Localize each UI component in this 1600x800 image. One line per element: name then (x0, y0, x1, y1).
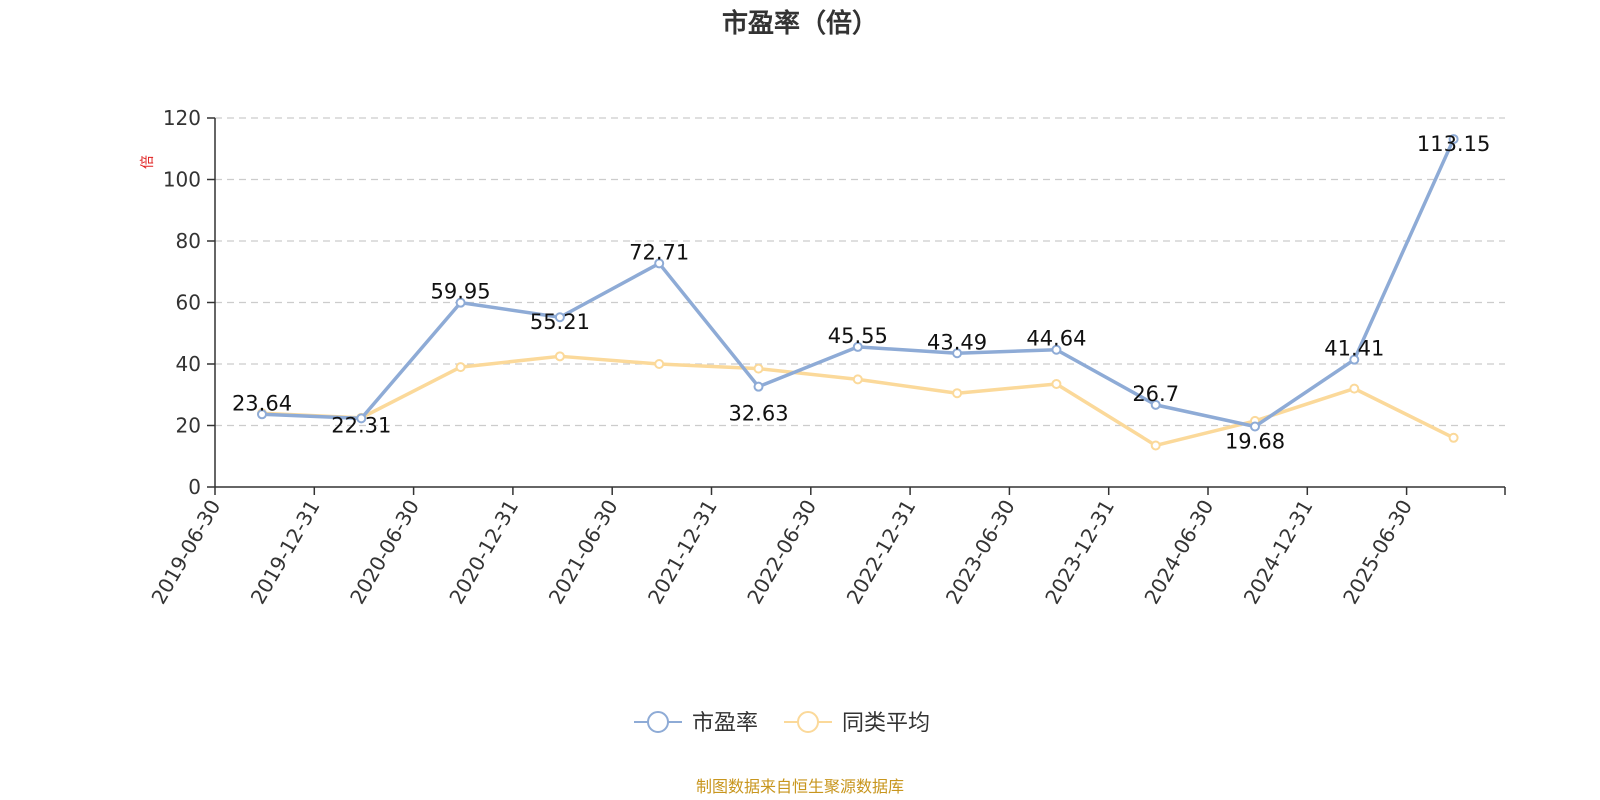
data-label-3: 55.21 (530, 310, 590, 334)
series-1-point-9[interactable] (1150, 440, 1161, 451)
series-1-point-2[interactable] (455, 362, 466, 373)
series-0-point-0[interactable] (257, 409, 267, 420)
series-1-point-8[interactable] (1051, 378, 1062, 389)
y-axis-label: 倍 (140, 155, 156, 169)
series-1-point-3[interactable] (554, 351, 565, 362)
series-1-point-7[interactable] (952, 388, 963, 399)
data-source-note: 制图数据来自恒生聚源数据库 (696, 777, 904, 796)
x-tick-label-12: 2025-06-30 (1338, 496, 1417, 609)
legend-item-1[interactable]: 同类平均 (784, 711, 930, 736)
x-tick-label-10: 2024-06-30 (1139, 496, 1218, 609)
series-1-point-11[interactable] (1349, 383, 1360, 394)
series-0-point-6[interactable] (852, 341, 863, 352)
series-0-point-8[interactable] (1051, 344, 1062, 355)
series-0-point-10[interactable] (1250, 421, 1260, 432)
legend-label-0: 市盈率 (692, 711, 758, 736)
x-tick-label-3: 2020-12-31 (444, 496, 523, 609)
data-label-5: 32.63 (728, 402, 788, 426)
data-label-12: 113.15 (1417, 132, 1490, 156)
data-label-11: 41.41 (1324, 337, 1384, 361)
x-tick-label-1: 2019-12-31 (246, 496, 325, 609)
data-label-1: 22.31 (331, 413, 391, 437)
y-tick-label-80: 80 (176, 229, 201, 253)
grid-lines (215, 117, 1505, 427)
series-0-point-3[interactable] (554, 312, 565, 323)
data-label-4: 72.71 (629, 240, 689, 264)
axes: 0 20 40 60 80 100 120 2019-06-30 2019-12-31 2020-… (146, 106, 1506, 609)
chart-title: 市盈率（倍） (722, 8, 878, 39)
data-label-8: 44.64 (1026, 327, 1086, 351)
series-0-point-5[interactable] (753, 381, 764, 392)
y-tick-label-100: 100 (163, 168, 201, 192)
series-1-point-6[interactable] (852, 374, 863, 385)
y-tick-label-40: 40 (176, 352, 201, 376)
series-0-point-1[interactable] (356, 413, 367, 424)
series-0-point-12[interactable] (1448, 134, 1459, 145)
x-tick-label-6: 2022-06-30 (742, 496, 821, 609)
y-tick-label-120: 120 (163, 106, 201, 130)
series-0-point-2[interactable] (455, 297, 466, 308)
x-tick-label-0: 2019-06-30 (146, 496, 225, 609)
data-label-9: 26.7 (1132, 382, 1179, 406)
series-1-point-12[interactable] (1448, 432, 1459, 443)
series-0-point-9[interactable] (1150, 399, 1161, 410)
x-tick-label-5: 2021-12-31 (643, 496, 722, 609)
legend[interactable]: 市盈率 同类平均 (634, 711, 930, 736)
series-1-point-5[interactable] (753, 363, 764, 374)
series-0-point-11[interactable] (1349, 354, 1360, 365)
data-label-0: 23.64 (232, 391, 292, 415)
series-1-point-4[interactable] (654, 359, 665, 369)
series-0-point-4[interactable] (654, 258, 665, 269)
data-label-2: 59.95 (431, 280, 491, 304)
x-tick-label-4: 2021-06-30 (544, 496, 623, 609)
series-0-point-7[interactable] (952, 348, 963, 359)
data-label-6: 45.55 (828, 324, 888, 348)
x-tick-label-7: 2022-12-31 (842, 496, 921, 609)
legend-item-0[interactable]: 市盈率 (634, 711, 758, 736)
data-labels: 23.64 22.31 59.95 55.21 72.71 32.63 45.55 43.49… (232, 132, 1490, 453)
x-tick-label-8: 2023-06-30 (941, 496, 1020, 609)
series-lines (257, 134, 1459, 451)
y-tick-label-60: 60 (176, 291, 201, 315)
data-label-10: 19.68 (1225, 429, 1285, 453)
x-tick-label-11: 2024-12-31 (1239, 496, 1318, 609)
x-tick-label-9: 2023-12-31 (1040, 496, 1119, 609)
legend-swatch-marker-1 (797, 711, 819, 733)
x-tick-label-2: 2020-06-30 (345, 495, 424, 608)
y-tick-label-20: 20 (176, 414, 201, 438)
legend-label-1: 同类平均 (842, 711, 930, 736)
y-tick-label-0: 0 (188, 475, 201, 499)
data-label-7: 43.49 (927, 330, 987, 354)
legend-swatch-marker-0 (647, 711, 669, 733)
